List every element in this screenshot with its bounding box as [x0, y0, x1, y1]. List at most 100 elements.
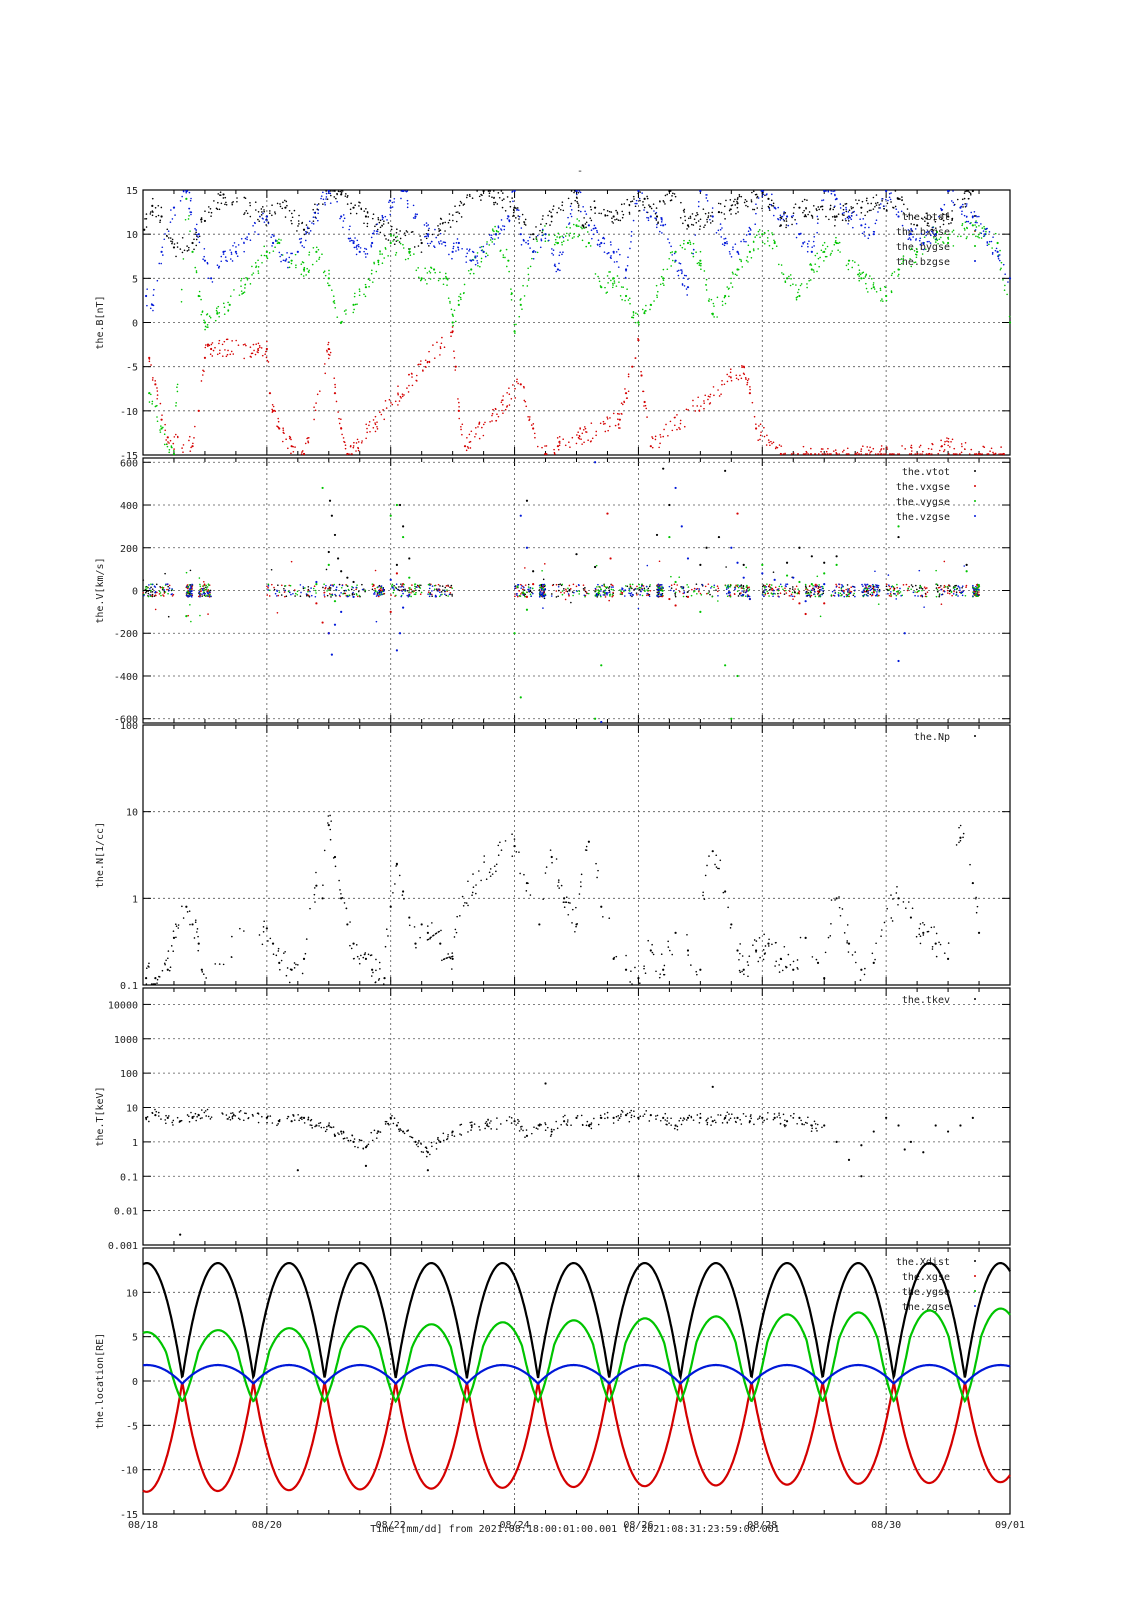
- data-point: [756, 207, 759, 209]
- data-point: [447, 221, 450, 224]
- data-point: [333, 377, 336, 380]
- data-point: [523, 592, 526, 595]
- data-point: [703, 400, 705, 402]
- data-point: [511, 197, 513, 199]
- data-point: [872, 230, 875, 233]
- data-point: [553, 234, 556, 237]
- data-point: [632, 219, 635, 222]
- data-point: [979, 453, 982, 455]
- data-point: [527, 588, 529, 591]
- data-point: [558, 440, 561, 443]
- data-point: [611, 220, 614, 223]
- data-point: [189, 569, 192, 572]
- data-point: [449, 591, 452, 594]
- data-point: [564, 444, 567, 447]
- data-point: [471, 197, 474, 199]
- data-point: [550, 220, 553, 223]
- data-point: [902, 584, 905, 586]
- data-point: [736, 590, 739, 593]
- data-point: [798, 206, 801, 209]
- data-point: [754, 193, 757, 196]
- data-point: [717, 587, 720, 590]
- data-point: [187, 595, 189, 598]
- data-point: [370, 272, 373, 275]
- data-point: [552, 205, 555, 207]
- data-point: [458, 212, 461, 215]
- data-point: [257, 270, 260, 272]
- data-point: [879, 453, 882, 455]
- data-point: [382, 590, 385, 593]
- data-point: [479, 265, 481, 268]
- data-point: [273, 409, 276, 412]
- data-point: [940, 216, 942, 218]
- data-point: [906, 589, 909, 592]
- data-point: [976, 221, 978, 224]
- data-point: [1006, 293, 1008, 296]
- data-point: [384, 400, 387, 402]
- data-point: [461, 433, 463, 436]
- data-point: [773, 578, 776, 581]
- data-point: [793, 595, 796, 598]
- data-point: [696, 587, 699, 590]
- data-point: [833, 595, 836, 597]
- data-point: [681, 283, 684, 285]
- data-point: [956, 453, 958, 455]
- data-point: [874, 205, 876, 208]
- data-point: [402, 247, 405, 249]
- data-point: [919, 595, 922, 597]
- data-point: [660, 218, 663, 220]
- series-the.vygse: [143, 486, 981, 720]
- data-point: [699, 262, 701, 265]
- data-point: [659, 433, 662, 436]
- data-point: [323, 596, 326, 598]
- data-point: [847, 217, 850, 220]
- data-point: [821, 199, 823, 202]
- data-point: [921, 453, 923, 455]
- data-point: [594, 587, 597, 590]
- data-point: [395, 231, 398, 234]
- data-point: [597, 239, 600, 241]
- data-point: [826, 453, 829, 455]
- data-point: [848, 220, 850, 222]
- data-point: [413, 253, 415, 255]
- data-point: [306, 437, 308, 440]
- data-point: [793, 206, 795, 209]
- data-point: [145, 591, 147, 594]
- data-point: [578, 437, 581, 440]
- data-point: [619, 589, 621, 591]
- data-point: [417, 276, 420, 279]
- data-point: [338, 583, 341, 586]
- data-point: [321, 486, 324, 490]
- data-point: [802, 453, 805, 455]
- data-point: [176, 435, 179, 438]
- data-point: [729, 595, 732, 598]
- data-point: [265, 215, 268, 218]
- data-point: [585, 226, 587, 229]
- data-point: [721, 243, 724, 245]
- data-point: [380, 413, 383, 416]
- data-point: [325, 196, 328, 198]
- data-point: [814, 263, 817, 265]
- data-point: [204, 328, 206, 331]
- data-point: [839, 251, 841, 253]
- data-point: [151, 588, 154, 590]
- data-point: [209, 316, 212, 319]
- data-point: [978, 585, 980, 588]
- data-point: [520, 243, 523, 246]
- data-point: [150, 586, 152, 589]
- data-point: [678, 262, 681, 264]
- data-point: [316, 204, 319, 206]
- data-point: [668, 503, 671, 507]
- data-point: [662, 224, 665, 227]
- data-point: [674, 591, 677, 594]
- data-point: [885, 209, 888, 211]
- data-point: [716, 590, 719, 593]
- data-point: [204, 595, 207, 597]
- data-point: [274, 211, 276, 213]
- data-point: [876, 584, 879, 587]
- data-point: [189, 230, 191, 232]
- data-point: [976, 587, 979, 589]
- data-point: [274, 239, 277, 242]
- data-point: [519, 514, 522, 517]
- data-point: [317, 212, 319, 215]
